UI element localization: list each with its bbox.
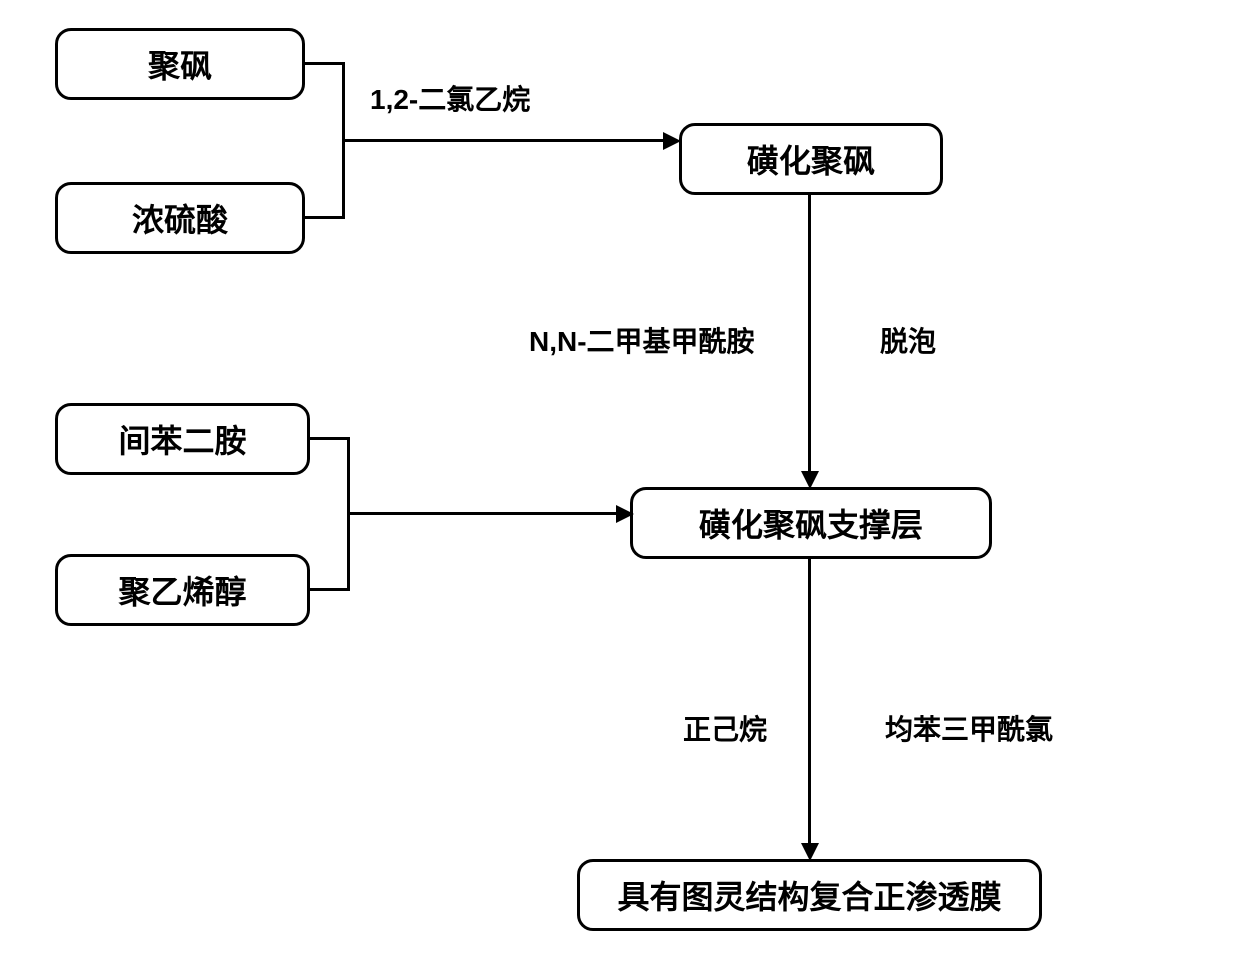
node-polysulfone-label: 聚砜 [148, 41, 212, 87]
label-defoam: 脱泡 [880, 320, 936, 360]
label-tmc: 均苯三甲酰氯 [885, 708, 1053, 748]
edge-6 [801, 471, 819, 489]
node-sulfonated-ps-label: 磺化聚砜 [747, 136, 875, 182]
edge-1 [305, 216, 345, 219]
edge-11 [616, 505, 634, 523]
edge-8 [310, 588, 350, 591]
node-pva: 聚乙烯醇 [55, 554, 310, 626]
edge-13 [801, 843, 819, 861]
edge-5 [808, 195, 811, 473]
label-dce: 1,2-二氯乙烷 [370, 78, 530, 118]
edge-7 [310, 437, 350, 440]
label-dmf: N,N-二甲基甲酰胺 [529, 320, 755, 360]
node-mpd-label: 间苯二胺 [118, 416, 246, 462]
edge-0 [305, 62, 345, 65]
node-support-layer: 磺化聚砜支撑层 [630, 487, 992, 559]
edge-12 [808, 559, 811, 845]
node-final-membrane-label: 具有图灵结构复合正渗透膜 [617, 872, 1001, 918]
node-polysulfone: 聚砜 [55, 28, 305, 100]
edge-4 [663, 132, 681, 150]
edge-3 [345, 139, 665, 142]
node-sulfuric-acid: 浓硫酸 [55, 182, 305, 254]
node-sulfuric-acid-label: 浓硫酸 [132, 195, 228, 241]
label-hexane: 正己烷 [683, 708, 767, 748]
node-mpd: 间苯二胺 [55, 403, 310, 475]
node-support-layer-label: 磺化聚砜支撑层 [699, 500, 923, 546]
node-sulfonated-ps: 磺化聚砜 [679, 123, 943, 195]
node-final-membrane: 具有图灵结构复合正渗透膜 [577, 859, 1042, 931]
edge-10 [350, 512, 618, 515]
node-pva-label: 聚乙烯醇 [118, 567, 246, 613]
